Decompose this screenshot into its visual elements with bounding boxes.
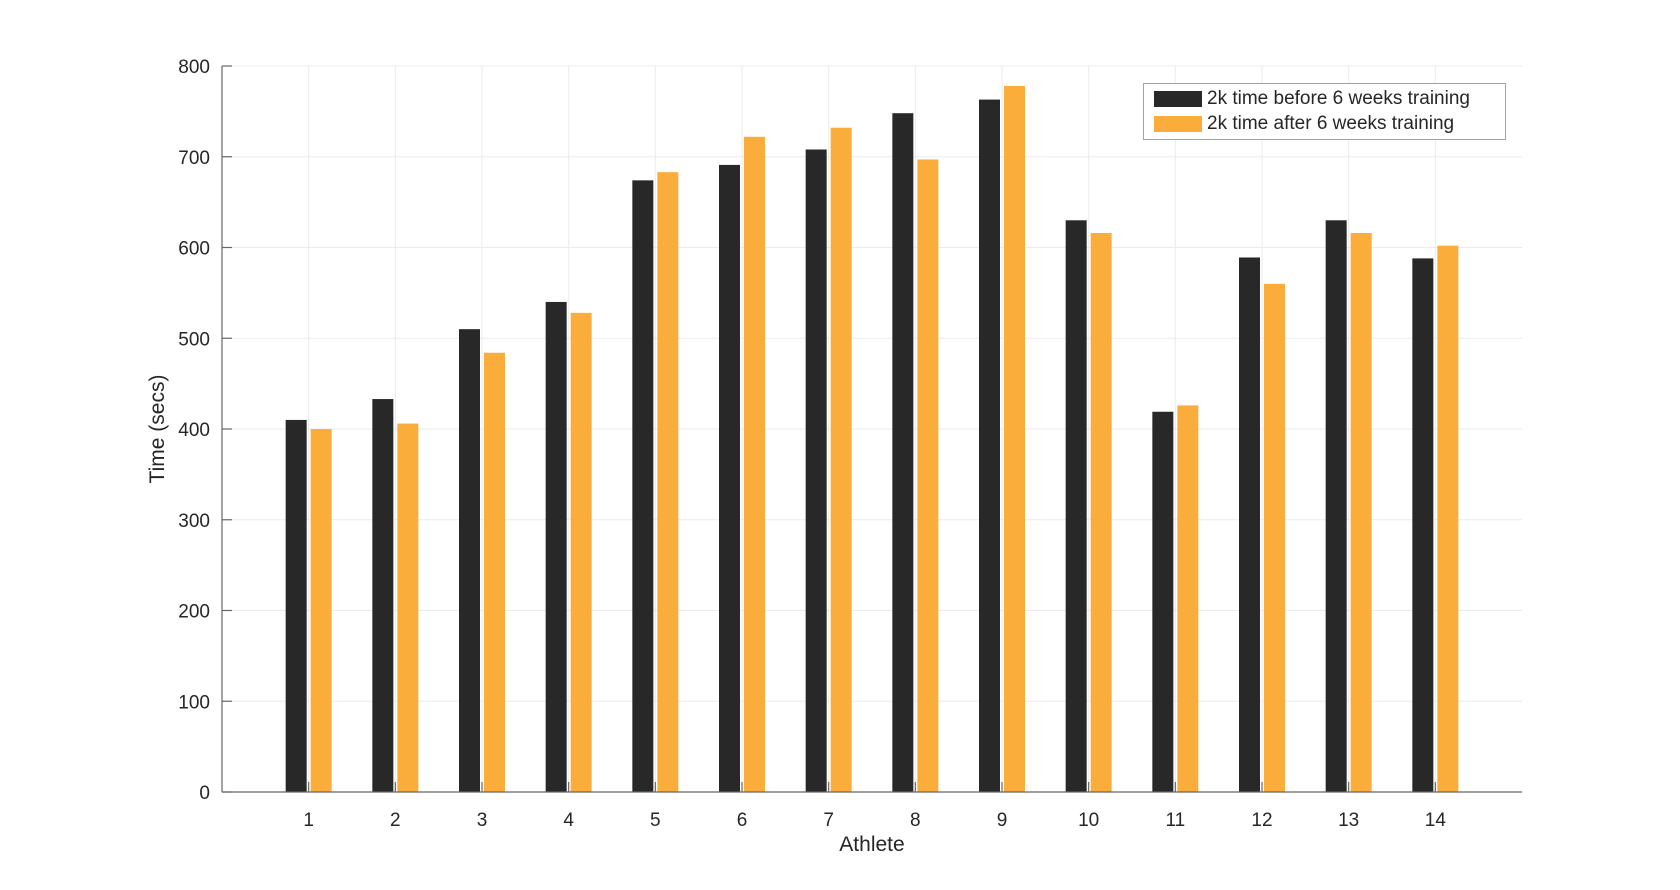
bar-athlete-7-after (830, 127, 852, 792)
bar-athlete-14-before (1412, 258, 1434, 792)
bar-athlete-1-before (285, 419, 307, 792)
y-axis-title: Time (secs) (146, 374, 169, 484)
x-tick-label-7: 7 (823, 810, 834, 831)
bar-athlete-5-after (657, 172, 679, 793)
bar-athlete-13-before (1325, 220, 1347, 792)
bar-athlete-12-after (1264, 283, 1285, 792)
bar-athlete-10-after (1090, 232, 1112, 793)
x-tick-label-5: 5 (650, 810, 661, 831)
y-tick-label-600: 600 (178, 239, 210, 260)
x-tick-label-4: 4 (563, 810, 574, 831)
x-tick-label-6: 6 (737, 810, 748, 831)
x-tick-label-9: 9 (997, 810, 1008, 831)
legend-label-after: 2k time after 6 weeks training (1207, 113, 1455, 135)
y-tick-label-700: 700 (178, 148, 210, 169)
y-tick-label-400: 400 (178, 420, 210, 441)
bar-athlete-6-after (744, 136, 765, 792)
bar-athlete-12-before (1239, 257, 1260, 792)
legend-label-before: 2k time before 6 weeks training (1207, 88, 1470, 109)
x-tick-label-13: 13 (1338, 810, 1359, 831)
x-tick-label-8: 8 (910, 810, 921, 831)
bar-athlete-11-after (1177, 405, 1199, 792)
bar-athlete-9-after (1004, 85, 1025, 793)
bar-athlete-1-after (310, 429, 332, 792)
y-tick-label-800: 800 (178, 57, 210, 78)
bar-athlete-4-after (570, 312, 592, 792)
x-tick-label-3: 3 (477, 810, 488, 831)
bar-athlete-5-before (632, 180, 654, 793)
legend-swatch-after-icon (1154, 116, 1202, 133)
legend-swatch-before-icon (1154, 90, 1202, 107)
x-tick-label-12: 12 (1251, 810, 1272, 831)
y-tick-label-0: 0 (199, 783, 210, 804)
x-tick-label-10: 10 (1078, 810, 1099, 831)
legend: 2k time before 6 weeks training 2k time … (1143, 83, 1506, 140)
x-tick-label-1: 1 (303, 810, 314, 831)
bar-athlete-7-before (805, 149, 827, 793)
bar-athlete-9-before (979, 99, 1000, 792)
y-tick-label-200: 200 (178, 602, 210, 623)
bar-athlete-14-after (1437, 245, 1459, 792)
x-tick-label-11: 11 (1165, 810, 1185, 831)
bar-athlete-10-before (1065, 220, 1087, 792)
bar-athlete-2-before (372, 399, 394, 792)
bar-athlete-8-after (917, 159, 939, 792)
y-tick-label-300: 300 (178, 511, 210, 532)
legend-item-before: 2k time before 6 weeks training (1154, 88, 1499, 110)
y-tick-label-100: 100 (178, 692, 210, 713)
bar-athlete-6-before (719, 164, 740, 793)
y-tick-label-500: 500 (178, 329, 210, 350)
bar-athlete-8-before (892, 113, 914, 792)
legend-item-after: 2k time after 6 weeks training (1154, 114, 1499, 136)
x-axis-title: Athlete (839, 833, 905, 856)
bar-athlete-3-before (459, 329, 480, 792)
bar-athlete-13-after (1350, 232, 1372, 793)
bar-athlete-3-after (484, 352, 505, 792)
bar-athlete-11-before (1152, 411, 1174, 792)
x-tick-label-2: 2 (390, 810, 401, 831)
x-tick-label-14: 14 (1425, 810, 1447, 831)
bar-athlete-2-after (397, 423, 419, 792)
bar-athlete-4-before (545, 301, 567, 792)
